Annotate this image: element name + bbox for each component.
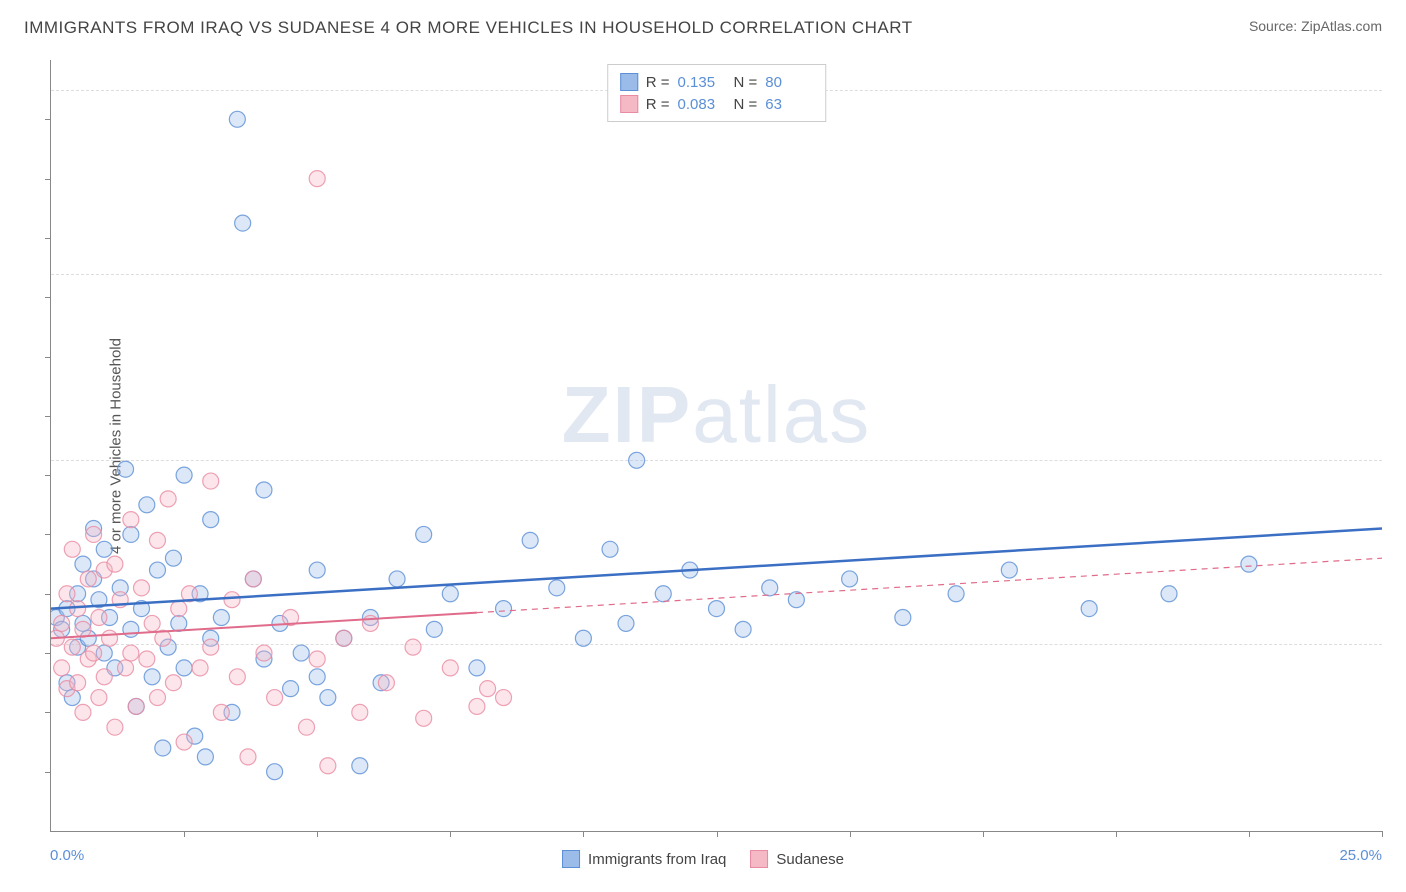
y-tick-label: 6.3%	[1392, 636, 1406, 653]
swatch-icon	[562, 850, 580, 868]
legend-stats-box: R = 0.135 N = 80 R = 0.083 N = 63	[607, 64, 827, 122]
source-label: Source: ZipAtlas.com	[1249, 18, 1382, 34]
legend-item-2: Sudanese	[750, 850, 844, 868]
legend-row-series-2: R = 0.083 N = 63	[620, 93, 814, 115]
r-label: R =	[646, 96, 670, 113]
y-tick-label: 12.5%	[1392, 452, 1406, 469]
r-label: R =	[646, 74, 670, 91]
legend-item-1: Immigrants from Iraq	[562, 850, 726, 868]
y-tick-label: 25.0%	[1392, 81, 1406, 98]
chart-title: IMMIGRANTS FROM IRAQ VS SUDANESE 4 OR MO…	[24, 18, 913, 38]
swatch-icon	[620, 95, 638, 113]
y-tick-label: 18.8%	[1392, 265, 1406, 282]
n-value-1: 80	[765, 74, 813, 91]
chart-plot-area: ZIPatlas R = 0.135 N = 80 R = 0.083 N = …	[50, 60, 1382, 832]
x-axis-min-label: 0.0%	[50, 847, 84, 864]
r-value-2: 0.083	[678, 96, 726, 113]
r-value-1: 0.135	[678, 74, 726, 91]
scatter-plot-svg	[51, 60, 1382, 831]
x-axis-max-label: 25.0%	[1339, 847, 1382, 864]
legend-label-2: Sudanese	[776, 851, 844, 868]
legend-series-box: Immigrants from Iraq Sudanese	[562, 850, 844, 868]
swatch-icon	[750, 850, 768, 868]
n-label: N =	[734, 74, 758, 91]
n-value-2: 63	[765, 96, 813, 113]
n-label: N =	[734, 96, 758, 113]
swatch-icon	[620, 73, 638, 91]
legend-row-series-1: R = 0.135 N = 80	[620, 71, 814, 93]
legend-label-1: Immigrants from Iraq	[588, 851, 726, 868]
